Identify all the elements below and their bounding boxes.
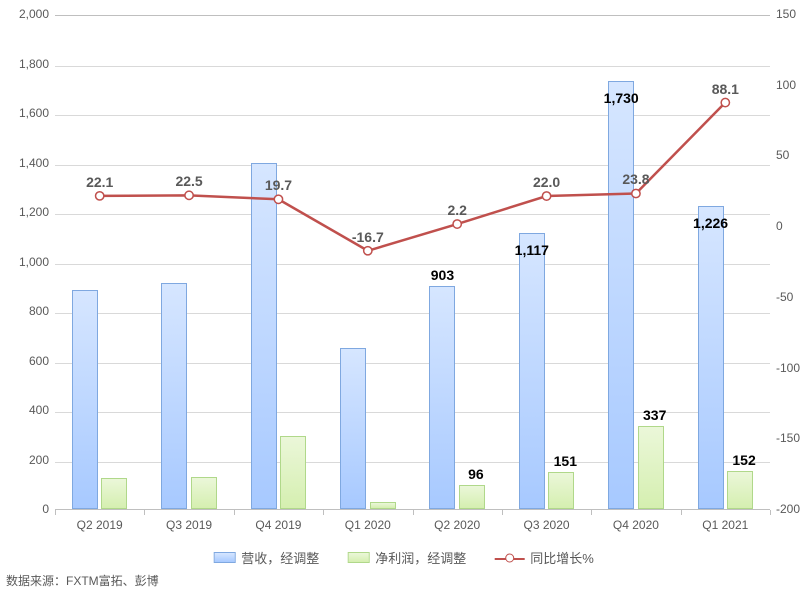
y-left-tick-label: 1,600 <box>19 106 49 120</box>
bar-revenue <box>161 283 187 509</box>
x-tick-label: Q4 2019 <box>255 518 301 532</box>
bar-revenue <box>698 206 724 509</box>
source-label: 数据来源：FXTM富拓、彭博 <box>6 572 159 589</box>
legend-item-revenue: 营收，经调整 <box>213 548 319 567</box>
gridline <box>55 66 770 67</box>
legend-swatch-revenue <box>213 552 235 563</box>
y-left-tick-label: 1,000 <box>19 255 49 269</box>
line-label-growth: 23.8 <box>622 171 649 187</box>
x-tick <box>770 510 771 515</box>
legend-item-growth: 同比增长% <box>494 548 594 567</box>
bar-revenue <box>340 348 366 509</box>
y-left-tick-label: 1,800 <box>19 57 49 71</box>
x-tick <box>234 510 235 515</box>
gridline <box>55 165 770 166</box>
y-right-tick-label: 0 <box>776 219 783 233</box>
x-tick-label: Q1 2021 <box>702 518 748 532</box>
x-tick <box>591 510 592 515</box>
legend-label-growth: 同比增长% <box>530 548 594 567</box>
bar-profit <box>459 485 485 509</box>
line-label-growth: -16.7 <box>352 229 384 245</box>
x-tick <box>502 510 503 515</box>
bar-label-revenue: 1,117 <box>515 242 549 258</box>
bar-label-profit: 337 <box>643 407 666 423</box>
y-left-tick-label: 400 <box>29 403 49 417</box>
x-tick <box>144 510 145 515</box>
line-label-growth: 88.1 <box>712 81 739 97</box>
legend-label-profit: 净利润，经调整 <box>375 548 466 567</box>
y-right-tick-label: 100 <box>776 78 796 92</box>
legend-swatch-profit <box>347 552 369 563</box>
line-label-growth: 22.0 <box>533 174 560 190</box>
bar-label-revenue: 1,226 <box>693 215 728 231</box>
y-left-tick-label: 1,400 <box>19 156 49 170</box>
line-label-growth: 22.1 <box>86 174 113 190</box>
legend-line-icon <box>494 552 524 564</box>
line-label-growth: 19.7 <box>265 177 292 193</box>
bar-revenue <box>72 290 98 509</box>
legend: 营收，经调整 净利润，经调整 同比增长% <box>213 548 594 567</box>
bar-profit <box>548 472 574 509</box>
bar-profit <box>191 477 217 509</box>
bar-label-profit: 152 <box>732 452 755 468</box>
y-right-tick-label: 50 <box>776 148 789 162</box>
bar-revenue <box>608 81 634 509</box>
x-tick-label: Q3 2019 <box>166 518 212 532</box>
x-tick-label: Q2 2020 <box>434 518 480 532</box>
bar-revenue <box>519 233 545 509</box>
bar-profit <box>727 471 753 509</box>
y-right-tick-label: -50 <box>776 290 793 304</box>
gridline <box>55 214 770 215</box>
bar-label-revenue: 1,730 <box>604 90 639 106</box>
x-tick <box>413 510 414 515</box>
bar-profit <box>638 426 664 509</box>
y-left-tick-label: 0 <box>42 502 49 516</box>
plot-area <box>55 15 770 510</box>
bar-profit <box>101 478 127 509</box>
y-left-tick-label: 200 <box>29 453 49 467</box>
y-right-tick-label: -200 <box>776 502 800 516</box>
x-tick-label: Q4 2020 <box>613 518 659 532</box>
legend-item-profit: 净利润，经调整 <box>347 548 466 567</box>
x-tick-label: Q2 2019 <box>77 518 123 532</box>
y-left-tick-label: 800 <box>29 304 49 318</box>
line-label-growth: 22.5 <box>175 173 202 189</box>
bar-label-revenue: 903 <box>431 267 454 283</box>
x-tick <box>55 510 56 515</box>
bar-revenue <box>251 163 277 510</box>
line-label-growth: 2.2 <box>447 202 466 218</box>
bar-revenue <box>429 286 455 509</box>
y-left-tick-label: 600 <box>29 354 49 368</box>
x-tick-label: Q3 2020 <box>524 518 570 532</box>
y-left-tick-label: 2,000 <box>19 7 49 21</box>
y-right-tick-label: -150 <box>776 431 800 445</box>
x-tick <box>323 510 324 515</box>
y-right-tick-label: -100 <box>776 361 800 375</box>
bar-profit <box>280 436 306 509</box>
x-tick-label: Q1 2020 <box>345 518 391 532</box>
bar-label-profit: 96 <box>468 466 484 482</box>
x-tick <box>681 510 682 515</box>
gridline <box>55 264 770 265</box>
y-right-tick-label: 150 <box>776 7 796 21</box>
legend-label-revenue: 营收，经调整 <box>241 548 319 567</box>
gridline <box>55 115 770 116</box>
bar-label-profit: 151 <box>554 453 577 469</box>
y-left-tick-label: 1,200 <box>19 205 49 219</box>
bar-profit <box>370 502 396 509</box>
chart-container: 营收，经调整 净利润，经调整 同比增长% 数据来源：FXTM富拓、彭博 0 200… <box>0 0 807 594</box>
